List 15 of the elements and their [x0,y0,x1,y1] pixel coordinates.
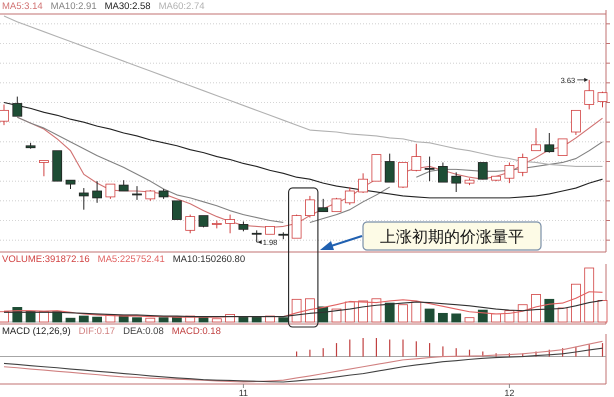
callout: 上涨初期的价涨量平 [362,221,542,251]
text: MA10:2.91 [50,1,97,12]
x-tick-label: 11 [238,388,248,397]
x-tick-label: 12 [504,388,514,397]
annotation: 上涨初期的价涨量平 [380,227,524,246]
text: MA30:2.58 [104,1,151,12]
text: VOLUME:391872.16 [2,254,90,265]
text: DIF:0.17 [78,326,116,337]
text: DEA:0.08 [123,326,164,337]
chart-title: MACD (12,26,9) [2,326,71,337]
text: MACD:0.18 [172,326,221,337]
text: MA5:3.14 [2,1,43,12]
text: MA10:150260.80 [172,254,246,265]
text: MA60:2.74 [158,1,205,12]
text: MA5:225752.41 [98,254,165,265]
